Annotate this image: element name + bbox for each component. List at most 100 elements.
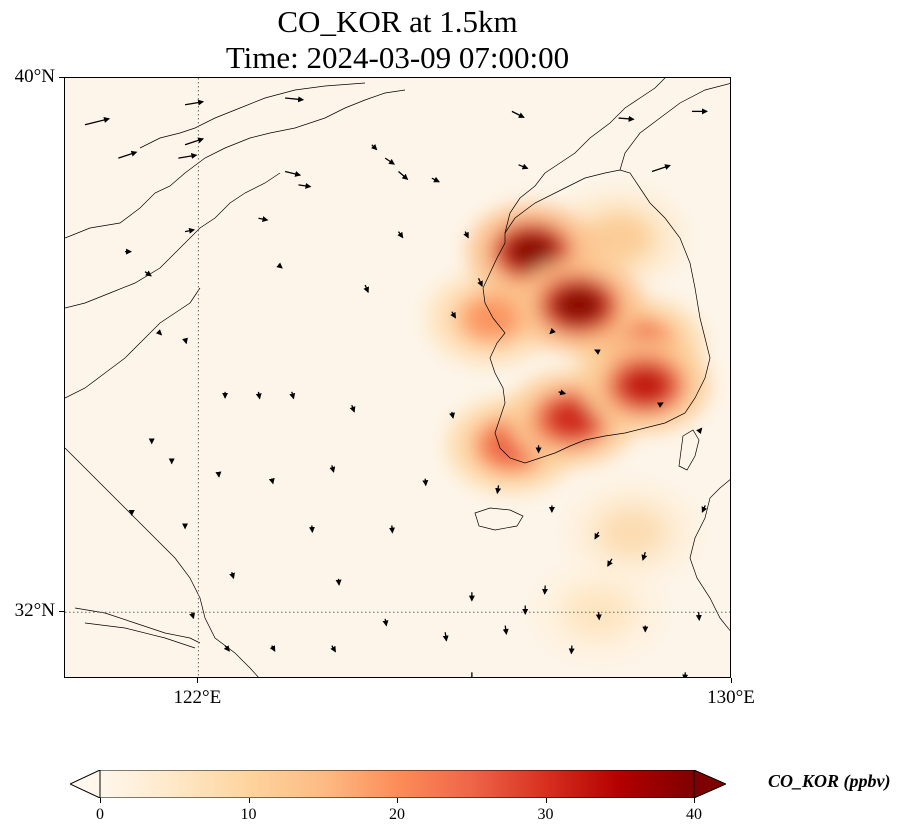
wind-arrow [568,645,575,655]
colorbar-tick [694,798,695,803]
latitude-label: 32°N [14,600,55,622]
wind-arrow [695,612,702,622]
wind-arrow [696,427,703,435]
co-hotspot [605,512,659,553]
wind-arrow [255,391,262,400]
longitude-tick [197,678,199,683]
wind-arrow [285,96,305,103]
gridlines [65,78,730,677]
colorbar-gradient [99,770,695,798]
colorbar-title: CO_KOR (ppbv) [768,771,891,791]
wind-arrow [618,115,635,122]
wind-arrow [511,110,525,118]
wind-arrow [178,152,198,159]
wind-arrow [542,585,548,595]
co-hotspot [592,218,646,259]
colorbar-tick [545,798,547,803]
wind-arrow [284,170,302,177]
korea-west-coast [482,169,711,464]
wind-arrow [118,150,138,159]
wind-arrow [258,216,269,222]
wind-arrow [398,170,409,180]
yangtze-estuary [74,607,201,649]
wind-arrow [184,227,196,234]
wind-arrow [330,645,336,653]
jeju-island [474,507,524,531]
wind-arrow [184,99,205,106]
co-hotspot [618,365,672,406]
kyushu-coast [689,479,730,632]
wind-arrow [594,531,601,540]
shandong-peninsula [65,172,281,309]
wind-arrow [144,270,152,277]
wind-arrow [384,157,395,165]
colorbar-tick-label: 10 [240,806,257,823]
wind-arrow [329,465,336,473]
co-hotspot [545,398,599,439]
wind-arrow [442,632,449,642]
wind-arrow [155,329,163,336]
china-coastline-central [65,287,201,399]
map-title: CO_KOR at 1.5km [277,4,518,39]
wind-arrow [682,672,689,677]
wind-arrow [495,485,502,495]
wind-arrow [269,645,276,652]
wind-arrow [477,278,483,288]
wind-vectors [84,96,708,677]
wind-arrow [335,578,342,586]
wind-arrow [349,404,356,413]
colorbar [70,770,726,798]
china-coastline-south [65,447,259,677]
colorbar-tick-label: 40 [686,806,702,823]
wind-arrow [449,411,456,419]
longitude-label: 130°E [707,687,755,708]
tsushima-island [678,429,700,471]
longitude-tick [731,678,732,683]
longitude-label: 122°E [173,687,222,708]
wind-arrow [268,477,275,485]
map-timestamp: Time: 2024-03-09 07:00:00 [225,40,570,75]
colorbar-tick-label: 20 [389,806,405,823]
wind-arrow [463,231,469,239]
co-hotspot [505,231,559,272]
wind-arrow [215,471,222,478]
wind-arrow [651,164,671,173]
wind-arrow [289,391,296,400]
liaodong-peninsula [139,82,366,149]
latitude-label: 40°N [14,66,55,87]
colorbar-tick [397,798,398,803]
co-concentration-field [426,190,711,661]
coastlines [65,78,730,677]
wind-arrow [184,137,205,146]
wind-arrow [595,612,602,621]
colorbar-extend-high [693,770,726,798]
wind-arrow [276,262,283,269]
wind-arrow [389,525,396,534]
map-panel [64,77,731,678]
wind-arrow [641,551,648,561]
wind-arrow [308,525,315,534]
wind-arrow [422,478,429,487]
map-canvas [65,78,730,677]
co-hotspot [465,298,519,339]
wind-arrow [84,117,110,126]
colorbar-tick-label: 0 [96,806,104,823]
wind-arrow [189,612,195,620]
wind-arrow [431,176,440,183]
north-korea-coast [504,78,666,234]
co-hotspot [552,285,606,326]
wind-arrow [397,231,404,239]
wind-arrow [370,143,378,151]
wind-arrow [558,389,567,396]
wind-arrow [450,311,457,319]
colorbar-tick-label: 30 [537,806,554,823]
wind-arrow [549,327,556,335]
colorbar-tick [248,798,250,803]
latitude-tick [59,611,64,613]
wind-arrow [502,625,509,635]
wind-arrow [182,337,188,345]
wind-arrow [594,349,601,355]
latitude-tick [59,77,64,78]
wind-arrow [298,182,312,189]
wind-arrow [223,645,230,652]
